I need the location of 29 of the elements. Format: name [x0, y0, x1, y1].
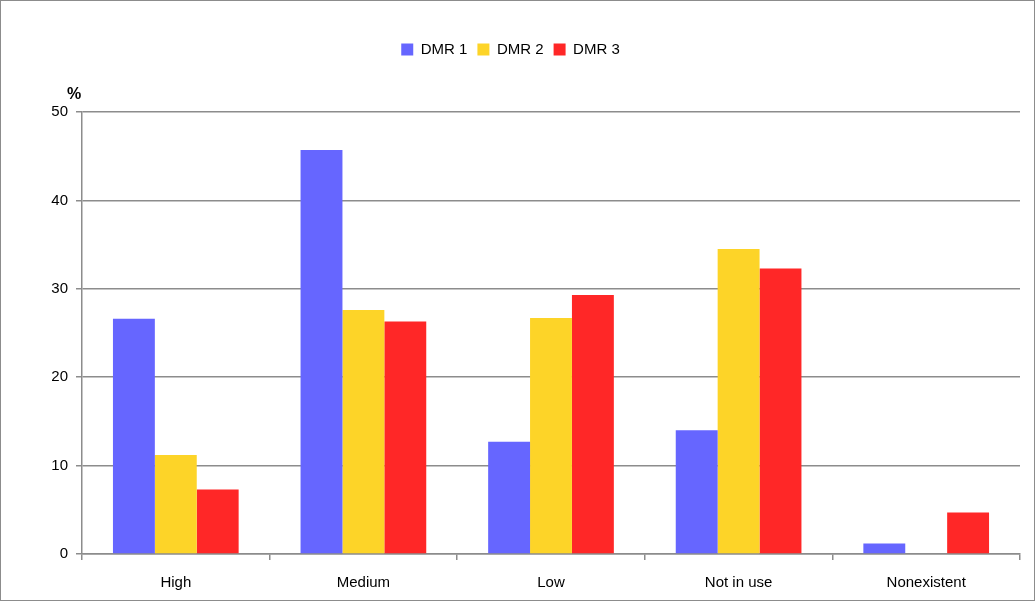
x-tick-label: Nonexistent [886, 573, 967, 591]
y-tick-label: 0 [59, 544, 68, 562]
y-tick-label: 20 [51, 367, 68, 385]
bar [675, 430, 718, 554]
bar [530, 317, 572, 554]
bar [571, 294, 614, 554]
bar [488, 441, 531, 554]
legend-label: DMR 3 [573, 39, 620, 57]
bar [112, 318, 155, 554]
x-tick-label: Not in use [704, 573, 773, 591]
bar [384, 321, 427, 554]
y-tick-label: 10 [51, 455, 68, 473]
x-tick-label: High [160, 573, 192, 591]
bar [154, 454, 197, 554]
bar [947, 512, 990, 554]
y-tick-label: 40 [51, 190, 68, 208]
y-tick-label: 50 [51, 102, 68, 120]
bar [863, 543, 906, 554]
legend-label: DMR 2 [496, 39, 544, 57]
bar [342, 310, 385, 554]
y-axis-title: % [66, 85, 82, 103]
bar [759, 268, 802, 554]
legend-label: DMR 1 [420, 39, 468, 57]
x-tick-label: Low [537, 573, 565, 591]
bar [196, 489, 239, 554]
bar [717, 249, 760, 554]
y-tick-label: 30 [51, 278, 68, 296]
x-tick-label: Medium [336, 573, 391, 591]
bar [300, 150, 343, 554]
